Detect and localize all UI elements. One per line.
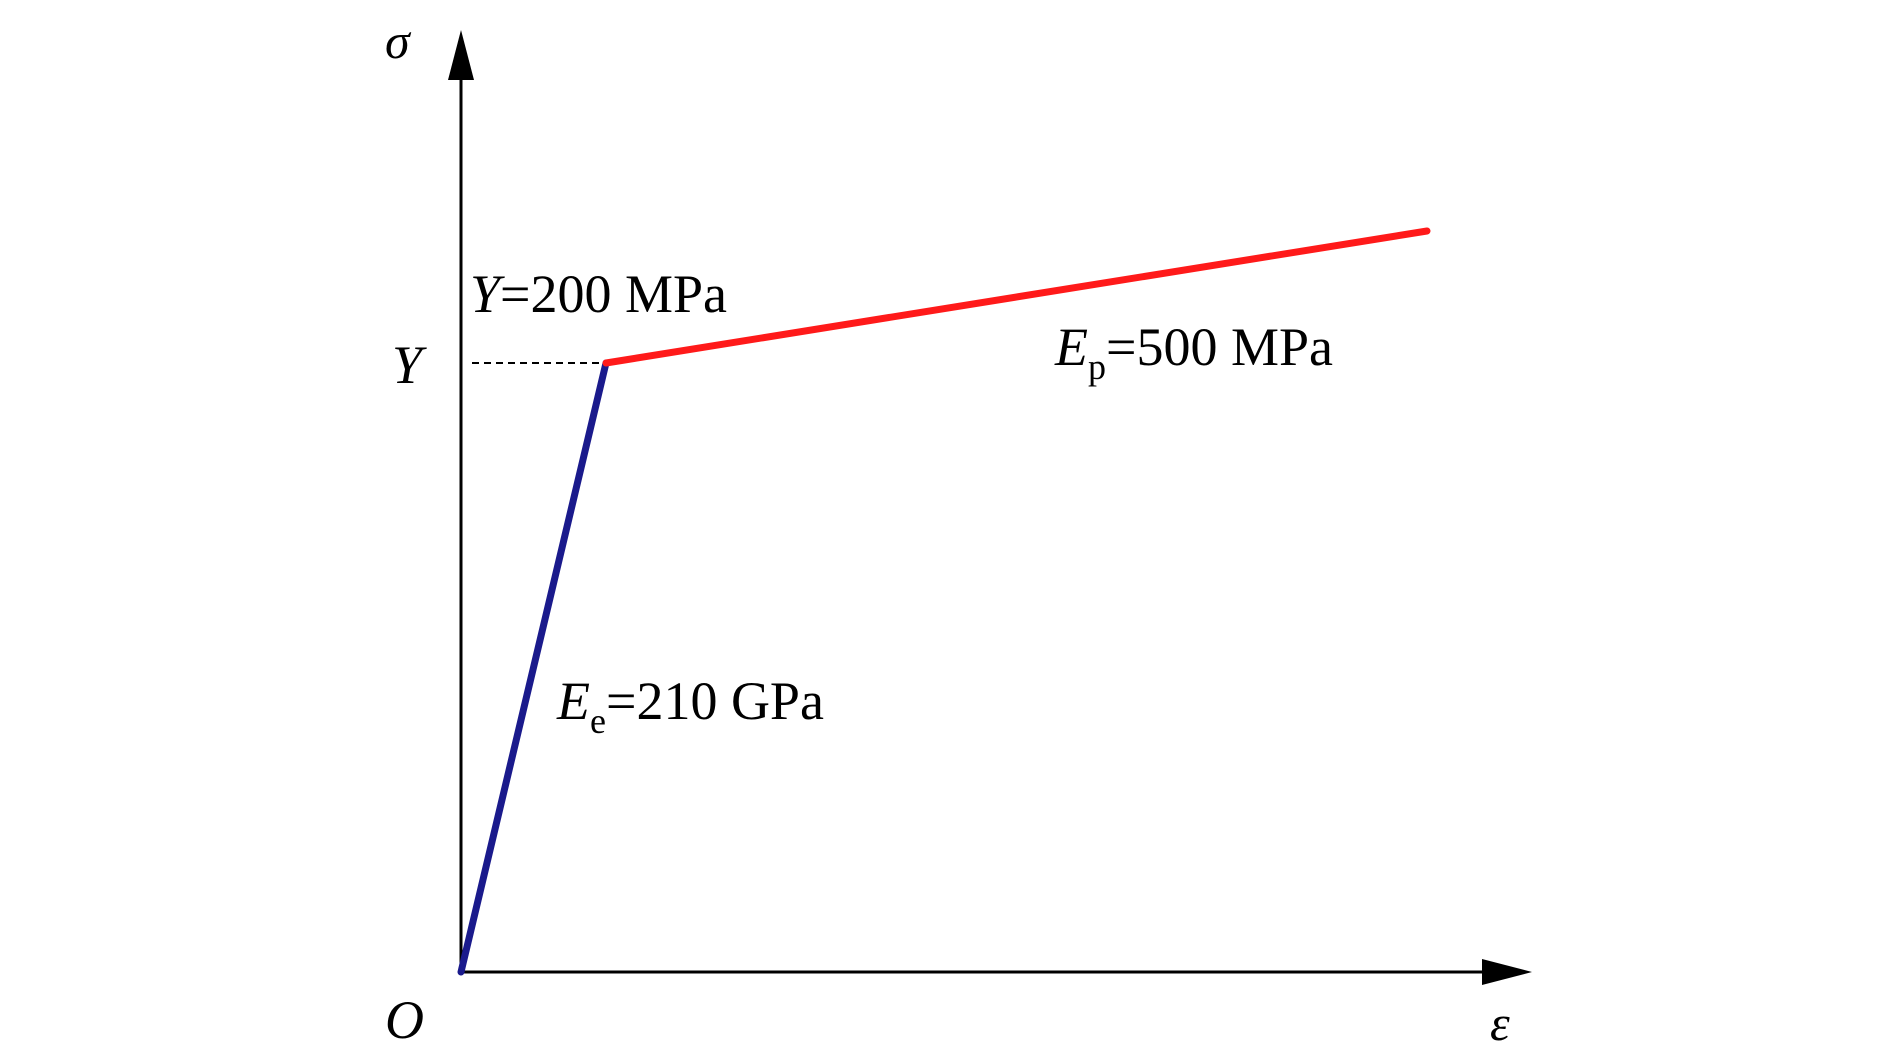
y-axis-symbol: σ — [385, 13, 412, 69]
plastic-modulus-annotation: Ep=500 MPa — [1054, 317, 1333, 387]
elastic-modulus-annotation: Ee=210 GPa — [556, 671, 824, 741]
plastic-modulus-symbol: E — [1054, 317, 1088, 377]
elastic-modulus-symbol: E — [556, 671, 590, 731]
y-tick-label: Y — [392, 335, 427, 395]
x-axis-symbol: ε — [1490, 995, 1510, 1045]
elastic-modulus-value: =210 GPa — [606, 671, 824, 731]
yield-annotation: Y=200 MPa — [470, 264, 727, 324]
plastic-modulus-value: =500 MPa — [1106, 317, 1333, 377]
y-axis-arrowhead — [448, 30, 474, 80]
elastic-modulus-subscript: e — [590, 701, 606, 741]
origin-label: O — [385, 990, 424, 1045]
plastic-modulus-subscript: p — [1088, 347, 1106, 387]
yield-annotation-symbol: Y — [470, 264, 505, 324]
plastic-segment-line — [602, 227, 1431, 367]
yield-annotation-value: =200 MPa — [500, 264, 727, 324]
x-axis-arrowhead — [1482, 959, 1532, 985]
elastic-segment-line — [457, 359, 610, 976]
